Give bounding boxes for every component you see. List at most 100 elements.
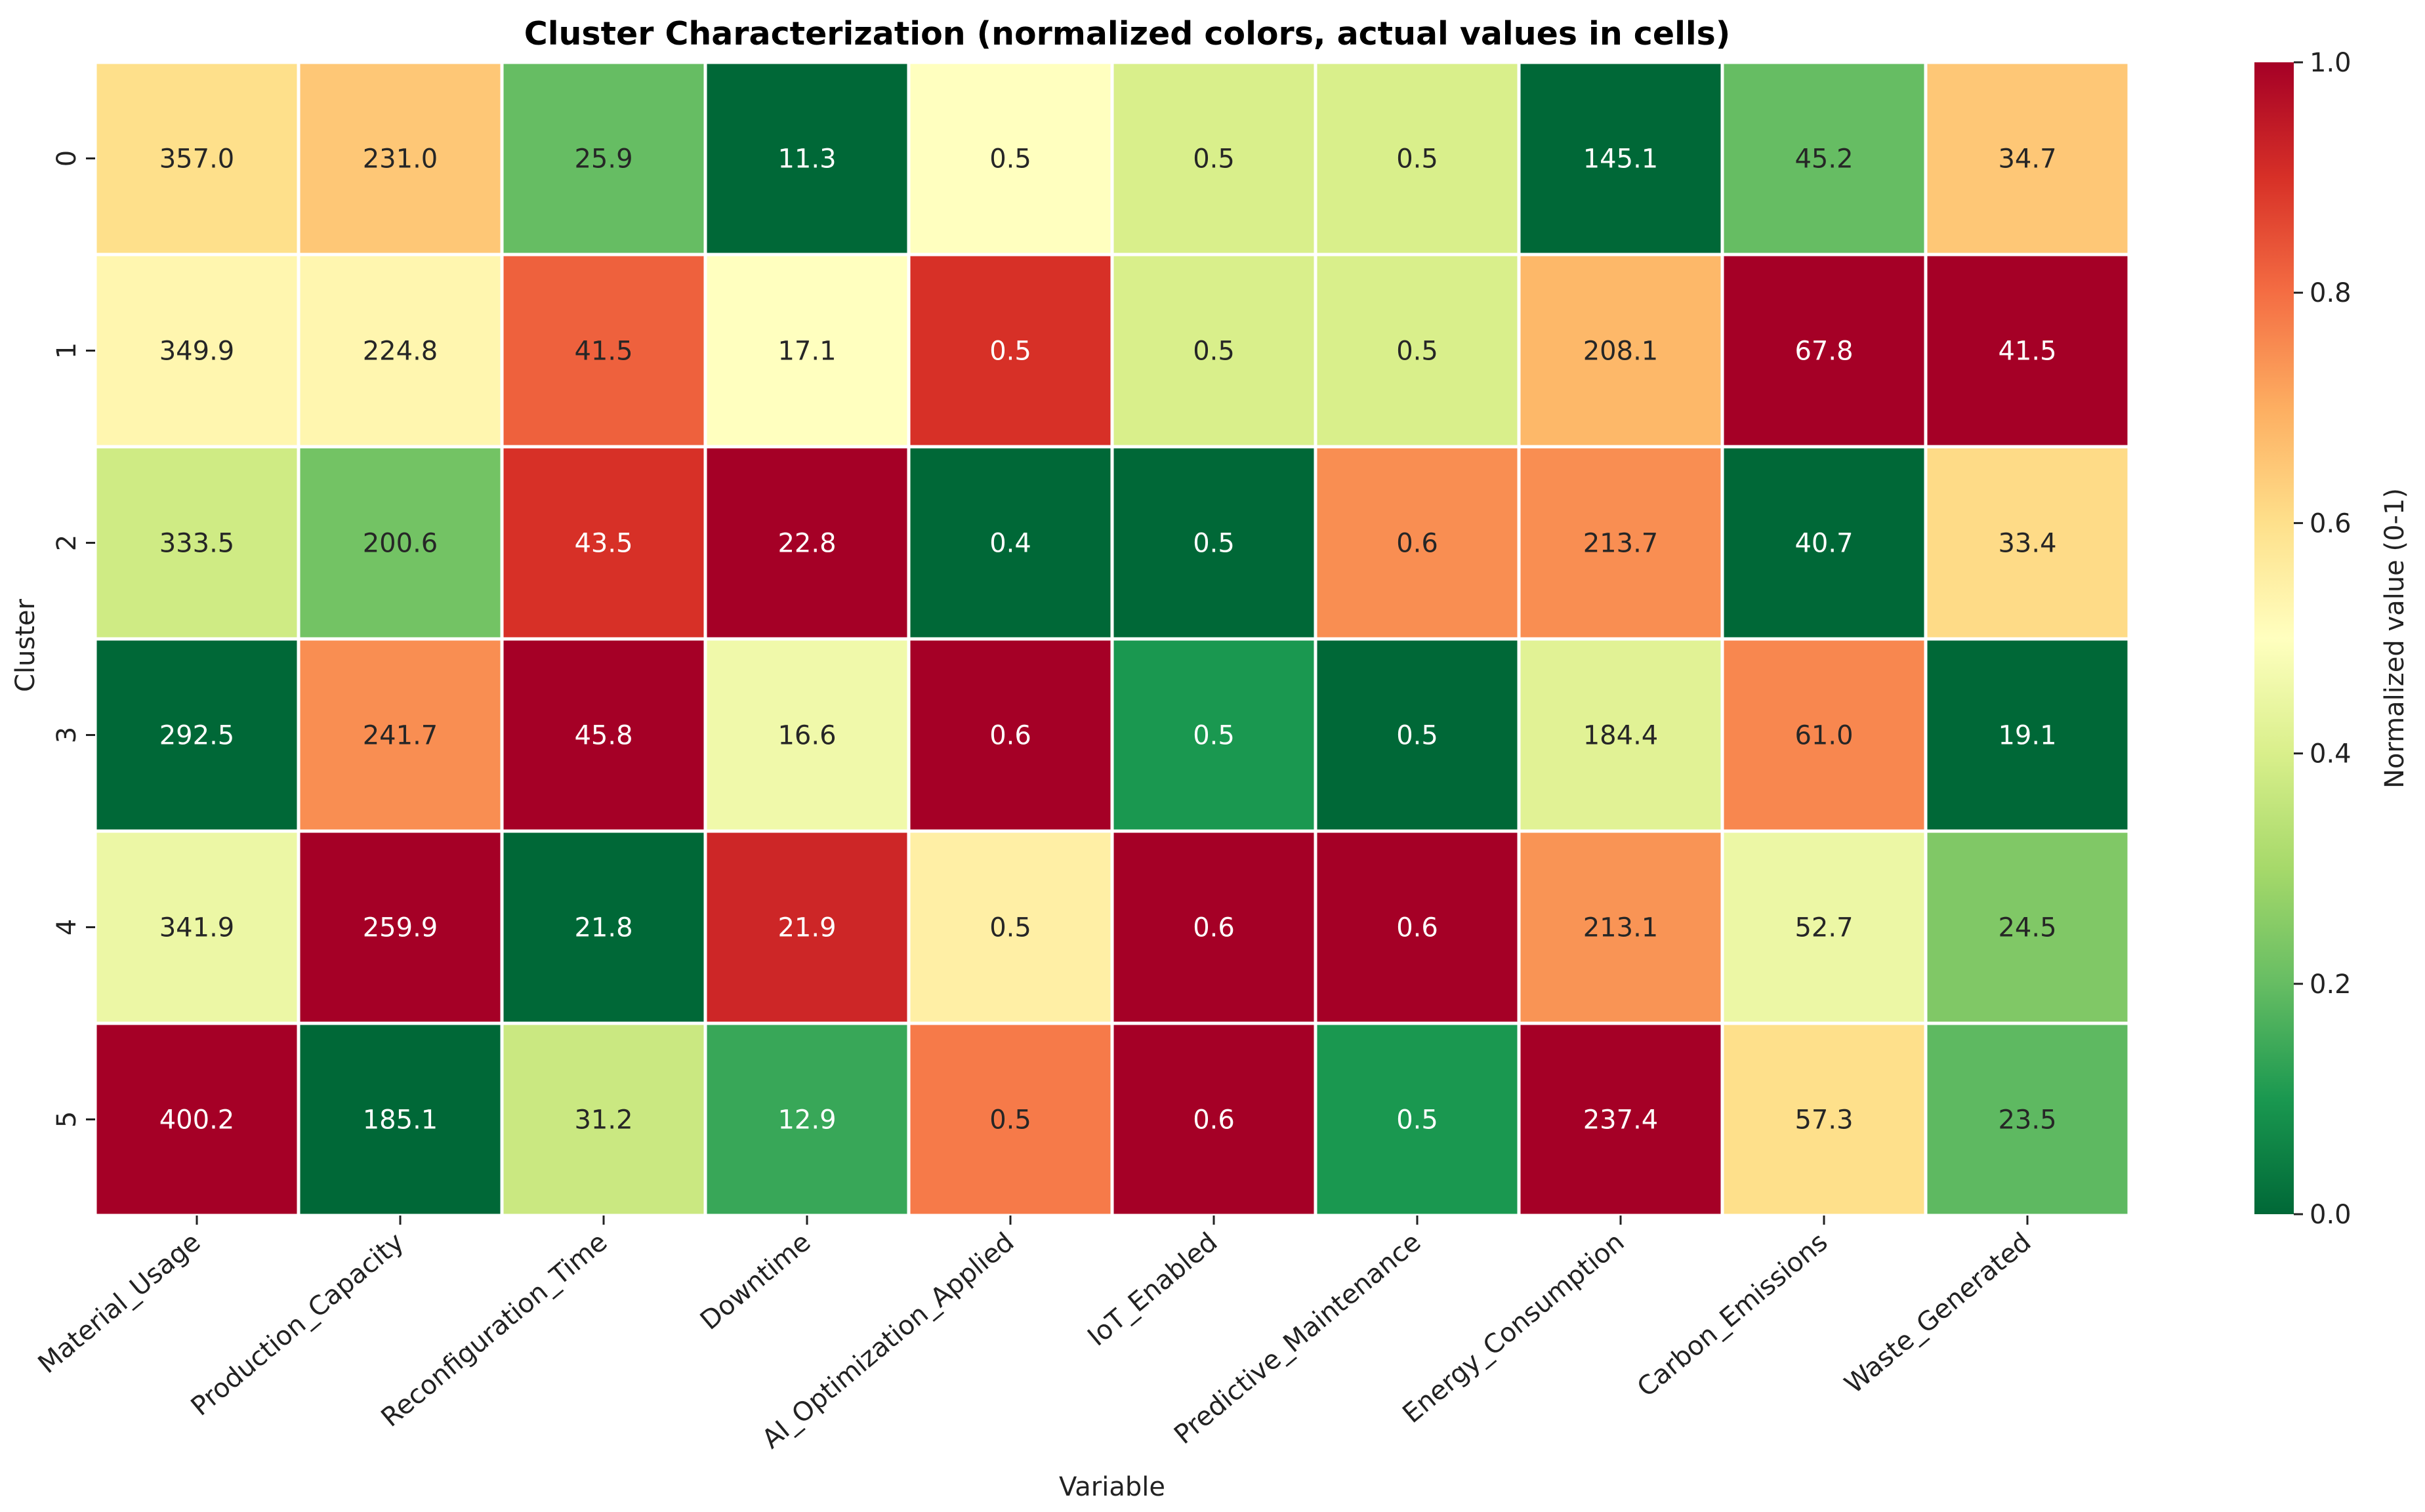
heatmap-cell <box>1314 445 1521 641</box>
heatmap-cell <box>93 60 301 256</box>
cell-value-label: 0.5 <box>989 144 1031 174</box>
cell-value-label: 0.6 <box>1396 529 1438 559</box>
y-tick-label: 1 <box>52 342 82 359</box>
cell-value-label: 400.2 <box>159 1105 235 1135</box>
cell-value-label: 67.8 <box>1794 337 1853 367</box>
cell-value-label: 213.1 <box>1583 913 1659 943</box>
cell-value-label: 45.8 <box>574 721 632 751</box>
cell-value-label: 12.9 <box>777 1105 836 1135</box>
cell-value-label: 0.6 <box>1193 913 1235 943</box>
cell-value-label: 0.6 <box>989 721 1031 751</box>
heatmap-cell <box>1720 253 1928 449</box>
heatmap-cell <box>1110 637 1317 833</box>
heatmap-cell <box>1720 637 1928 833</box>
cell-value-label: 16.6 <box>777 721 836 751</box>
x-tick-label: Carbon_Emissions <box>1632 1227 1834 1403</box>
heatmap-cells: 357.0 231.0 25.9 11.3 0.5 0.5 0.5 145.1 45.2 34.7… <box>93 60 2131 1217</box>
cell-value-label: 41.5 <box>574 337 632 367</box>
heatmap-cell <box>1110 1021 1317 1217</box>
cell-value-label: 24.5 <box>1998 913 2056 943</box>
heatmap-cell <box>500 1021 707 1217</box>
heatmap-cell <box>500 60 707 256</box>
heatmap-cell <box>1517 829 1724 1025</box>
heatmap-cell <box>1924 253 2131 449</box>
cell-value-label: 213.7 <box>1583 529 1659 559</box>
cell-value-label: 25.9 <box>574 144 632 174</box>
cell-value-label: 292.5 <box>159 721 235 751</box>
cell-value-label: 200.6 <box>363 529 438 559</box>
cell-value-label: 61.0 <box>1794 721 1853 751</box>
cell-value-label: 57.3 <box>1794 1105 1853 1135</box>
heatmap-cell <box>1720 445 1928 641</box>
cell-value-label: 333.5 <box>159 529 235 559</box>
y-tick-label: 2 <box>52 535 82 551</box>
cell-value-label: 41.5 <box>1998 337 2056 367</box>
cell-value-label: 19.1 <box>1998 721 2056 751</box>
y-tick-label: 4 <box>52 919 82 935</box>
heatmap-cell <box>703 253 911 449</box>
heatmap-cell <box>297 829 504 1025</box>
colorbar-tick-label: 0.0 <box>2310 1200 2352 1230</box>
cell-value-label: 43.5 <box>574 529 632 559</box>
colorbar-tick-label: 0.8 <box>2310 278 2352 308</box>
heatmap-cell <box>907 445 1114 641</box>
cell-value-label: 34.7 <box>1998 144 2056 174</box>
cell-value-label: 22.8 <box>777 529 836 559</box>
cell-value-label: 231.0 <box>363 144 438 174</box>
cell-value-label: 23.5 <box>1998 1105 2056 1135</box>
heatmap-cell <box>93 637 301 833</box>
heatmap-cell <box>907 829 1114 1025</box>
cell-value-label: 11.3 <box>777 144 836 174</box>
cell-value-label: 0.5 <box>989 1105 1031 1135</box>
heatmap-cell <box>500 829 707 1025</box>
x-tick-label: IoT_Enabled <box>1082 1227 1223 1352</box>
cell-value-label: 0.5 <box>989 913 1031 943</box>
x-tick-label: Waste_Generated <box>1839 1227 2037 1399</box>
cell-value-label: 33.4 <box>1998 529 2056 559</box>
heatmap-cell <box>297 253 504 449</box>
heatmap-cell <box>1517 445 1724 641</box>
y-tick-label: 5 <box>52 1111 82 1128</box>
x-tick-label: Material_Usage <box>33 1227 207 1379</box>
cell-value-label: 0.5 <box>1193 144 1235 174</box>
heatmap-cell <box>297 60 504 256</box>
cell-value-label: 184.4 <box>1583 721 1659 751</box>
x-tick-label: Reconfiguration_Time <box>376 1227 613 1433</box>
colorbar-tick-label: 0.6 <box>2310 508 2352 539</box>
cell-value-label: 52.7 <box>1794 913 1853 943</box>
heatmap-cell <box>297 445 504 641</box>
colorbar-label: Normalized value (0-1) <box>2380 488 2410 788</box>
x-tick-label: Production_Capacity <box>186 1227 410 1421</box>
colorbar-tick-label: 0.4 <box>2310 739 2352 769</box>
heatmap-cell <box>93 445 301 641</box>
heatmap-cell <box>1924 637 2131 833</box>
heatmap-cell <box>1110 829 1317 1025</box>
cell-value-label: 0.5 <box>1396 144 1438 174</box>
heatmap-cell <box>1110 253 1317 449</box>
cell-value-label: 224.8 <box>363 337 438 367</box>
cell-value-label: 0.5 <box>1193 721 1235 751</box>
colorbar-ticks: 0.0 0.2 0.4 0.6 0.8 1.0 <box>2294 48 2352 1230</box>
x-tick-label: Downtime <box>695 1227 817 1336</box>
x-tick-label: Energy_Consumption <box>1397 1227 1630 1429</box>
cell-value-label: 0.5 <box>1396 1105 1438 1135</box>
cell-value-label: 0.6 <box>1396 913 1438 943</box>
cell-value-label: 259.9 <box>363 913 438 943</box>
heatmap-cell <box>1517 253 1724 449</box>
cell-value-label: 40.7 <box>1794 529 1853 559</box>
cell-value-label: 237.4 <box>1583 1105 1659 1135</box>
cell-value-label: 241.7 <box>363 721 438 751</box>
cell-value-label: 45.2 <box>1794 144 1853 174</box>
x-axis: Material_UsageProduction_CapacityReconfi… <box>33 1216 2037 1455</box>
cell-value-label: 0.5 <box>1396 337 1438 367</box>
heatmap-cell <box>93 1021 301 1217</box>
x-axis-label: Variable <box>1059 1472 1165 1502</box>
y-axis-label: Cluster <box>10 598 41 692</box>
cell-value-label: 21.8 <box>574 913 632 943</box>
heatmap-cell <box>1924 829 2131 1025</box>
cell-value-label: 0.5 <box>1193 337 1235 367</box>
cell-value-label: 0.5 <box>989 337 1031 367</box>
cell-value-label: 357.0 <box>159 144 235 174</box>
heatmap-cell <box>703 1021 911 1217</box>
